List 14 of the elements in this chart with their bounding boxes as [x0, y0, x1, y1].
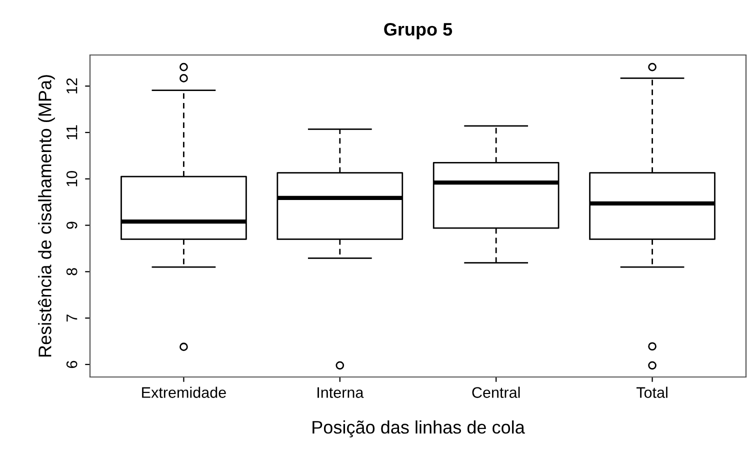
y-tick-label: 9	[66, 222, 78, 229]
y-tick-label: 10	[66, 170, 78, 186]
x-axis-title: Posição das linhas de cola	[312, 420, 525, 438]
x-tick-label: Interna	[318, 387, 364, 398]
y-axis-title: Resistência de cisalhamento (MPa)	[38, 75, 55, 357]
x-tick-label: Central	[472, 386, 520, 398]
x-tick-label: Extremidade	[142, 386, 226, 398]
y-tick-label: 7	[66, 314, 78, 322]
y-tick-label: 12	[66, 78, 78, 94]
y-tick-label: 11	[66, 125, 78, 140]
y-tick-label: 6	[66, 360, 78, 368]
y-tick-label: 8	[66, 268, 78, 276]
chart-title: Grupo 5	[384, 22, 452, 40]
x-tick-label: Total	[636, 386, 668, 398]
